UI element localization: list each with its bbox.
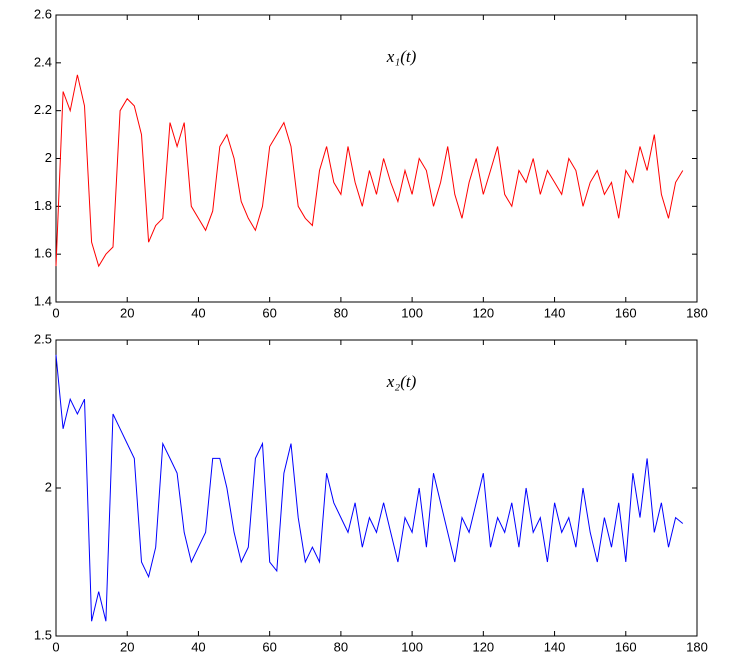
data-line	[55, 354, 684, 622]
x-tick-label: 100	[401, 639, 423, 654]
y-tick-label: 1.5	[34, 627, 52, 642]
data-line	[55, 74, 684, 268]
x-tick-label: 180	[686, 305, 708, 320]
plot-area	[55, 339, 698, 637]
y-tick-label: 1.4	[34, 293, 52, 308]
annotation: x₂(t)	[386, 372, 417, 391]
x-tick-label: 140	[544, 305, 566, 320]
x-tick-label: 20	[120, 639, 134, 654]
x-tick-label: 120	[472, 305, 494, 320]
y-tick-label: 2	[45, 479, 52, 494]
x-tick-label: 60	[262, 639, 276, 654]
x-tick-label: 0	[52, 639, 59, 654]
y-tick-label: 1.8	[34, 198, 52, 213]
y-tick-label: 2.2	[34, 102, 52, 117]
y-tick-label: 2.6	[34, 6, 52, 21]
x-tick-label: 80	[334, 305, 348, 320]
x-tick-label: 100	[401, 305, 423, 320]
x-tick-label: 160	[615, 639, 637, 654]
x-tick-label: 180	[686, 639, 708, 654]
x-tick-label: 60	[262, 305, 276, 320]
x-tick-label: 120	[472, 639, 494, 654]
x-tick-label: 140	[544, 639, 566, 654]
x-tick-label: 160	[615, 305, 637, 320]
x-tick-label: 20	[120, 305, 134, 320]
y-tick-label: 2.4	[34, 54, 52, 69]
y-tick-label: 1.6	[34, 246, 52, 261]
x-tick-label: 0	[52, 305, 59, 320]
x-tick-label: 80	[334, 639, 348, 654]
y-tick-label: 2	[45, 150, 52, 165]
x-tick-label: 40	[191, 305, 205, 320]
annotation: x₁(t)	[386, 47, 417, 66]
y-tick-label: 2.5	[34, 331, 52, 346]
x-tick-label: 40	[191, 639, 205, 654]
plot-area	[55, 14, 698, 303]
